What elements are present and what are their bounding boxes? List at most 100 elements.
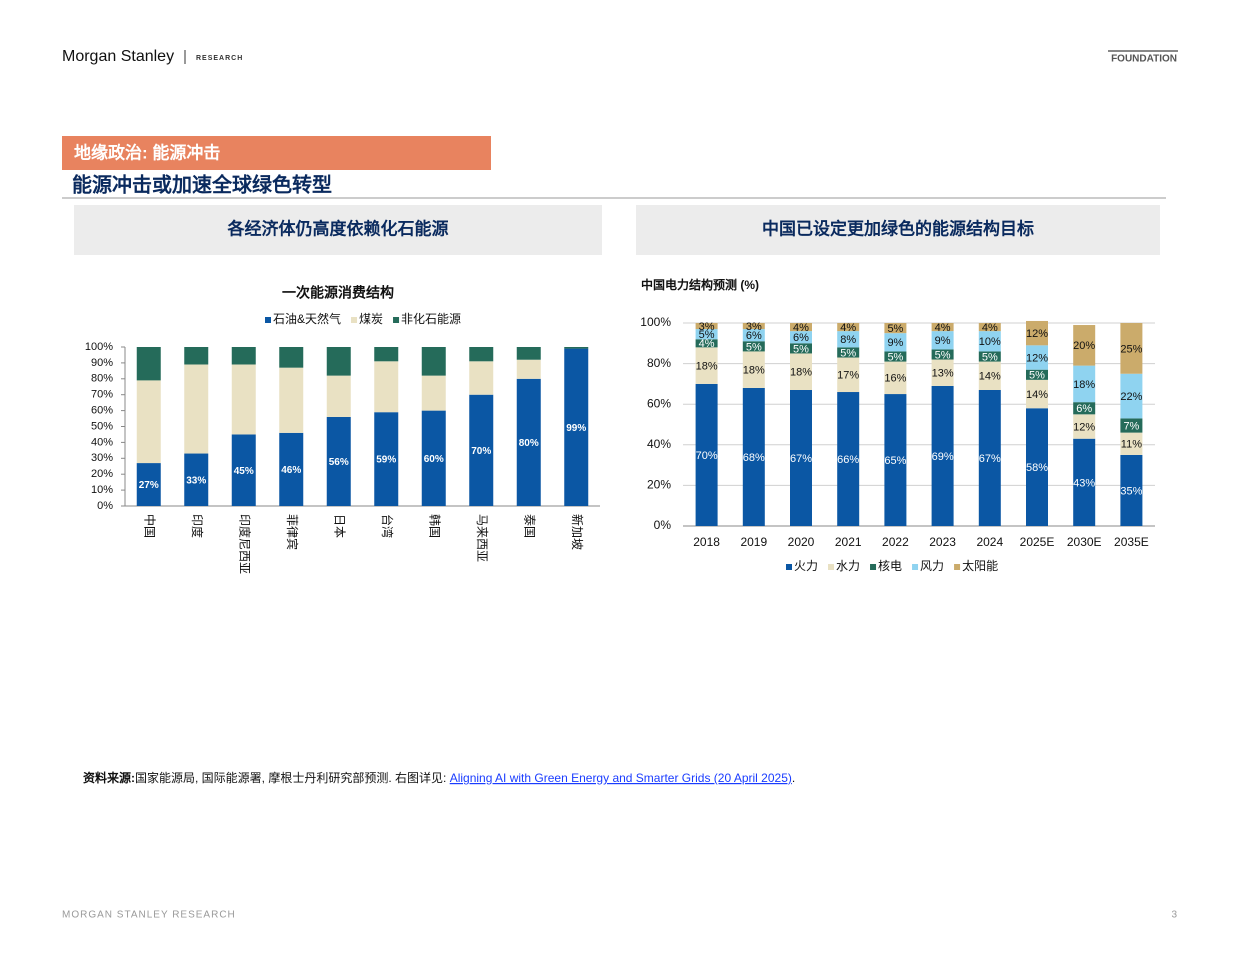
data-label: 4% <box>793 322 809 334</box>
bar-segment <box>978 351 1001 362</box>
bar-segment <box>790 389 812 526</box>
bar-segment <box>742 323 765 330</box>
y-tick-label: 40% <box>647 437 671 451</box>
source: 资料来源:国家能源局, 国际能源署, 摩根士丹利研究部预测. 右图详见: Ali… <box>83 770 795 785</box>
bar-segment <box>421 347 446 376</box>
data-label: 25% <box>1120 343 1142 355</box>
bar-segment <box>931 331 954 350</box>
bar-segment <box>279 367 304 433</box>
data-label: 5% <box>887 351 903 363</box>
data-label: 16% <box>884 373 906 385</box>
legend-label: 非化石能源 <box>401 312 461 326</box>
legend-marker <box>786 564 792 570</box>
bar-segment <box>884 323 907 334</box>
data-label: 70% <box>696 450 718 462</box>
bar-segment <box>978 361 1001 390</box>
data-label: 17% <box>837 370 859 382</box>
x-tick-label: 菲律宾 <box>285 514 300 550</box>
data-label: 56% <box>329 457 349 468</box>
bar-segment <box>790 323 812 332</box>
data-label: 3% <box>699 321 715 333</box>
data-label: 18% <box>1073 379 1095 391</box>
data-label: 43% <box>1073 477 1095 489</box>
data-label: 5% <box>1029 370 1045 382</box>
data-label: 8% <box>840 334 856 346</box>
bar-segment <box>516 347 541 360</box>
y-tick-label: 40% <box>91 436 113 448</box>
data-label: 60% <box>424 454 444 465</box>
panel-title: 中国已设定更加绿色的能源结构目标 <box>762 218 1034 238</box>
bar-segment <box>1120 323 1143 374</box>
x-tick-label: 马来西亚 <box>475 514 489 562</box>
division: RESEARCH <box>196 55 243 62</box>
data-label: 18% <box>743 365 765 377</box>
bar-segment <box>790 331 812 344</box>
section-title: 地缘政治: 能源冲击 <box>74 142 220 162</box>
bar-segment <box>742 341 765 352</box>
data-label: 11% <box>1121 439 1142 451</box>
x-tick-label: 印度尼西亚 <box>238 514 253 574</box>
bar-segment <box>837 392 860 526</box>
data-label: 18% <box>790 367 812 379</box>
bar-segment <box>742 351 765 388</box>
data-label: 99% <box>566 423 586 434</box>
y-tick-label: 90% <box>91 357 113 369</box>
x-tick-label: 2030E <box>1067 535 1102 549</box>
panel-header <box>74 205 602 255</box>
footer-text: MORGAN STANLEY RESEARCH <box>62 910 236 921</box>
bar-segment <box>564 347 589 349</box>
bar-segment <box>326 347 351 376</box>
bar-segment <box>421 410 446 506</box>
data-label: 12% <box>1026 328 1048 340</box>
data-label: 4% <box>840 322 856 334</box>
bar-segment <box>374 412 399 506</box>
data-label: 67% <box>979 453 1001 465</box>
data-label: 45% <box>234 466 254 477</box>
bar-segment <box>931 349 954 360</box>
bar-segment <box>516 378 541 506</box>
bar-segment <box>695 347 718 384</box>
data-label: 68% <box>743 452 765 464</box>
bar-segment <box>1026 379 1048 409</box>
legend-label: 石油&天然气 <box>273 311 341 326</box>
bar-segment <box>469 394 494 506</box>
bar-segment <box>564 348 589 506</box>
x-tick-label: 2025E <box>1020 535 1055 549</box>
bar-segment <box>516 359 541 379</box>
y-tick-label: 100% <box>640 315 671 329</box>
bar-segment <box>1073 325 1096 366</box>
bar-segment <box>231 347 256 365</box>
bar-segment <box>231 364 256 435</box>
data-label: 5% <box>840 347 856 359</box>
data-label: 4% <box>982 322 998 334</box>
source-link[interactable]: Aligning AI with Green Energy and Smarte… <box>450 771 792 785</box>
bar-segment <box>978 331 1001 352</box>
bar-segment <box>837 323 860 332</box>
x-tick-label: 中国 <box>143 514 158 538</box>
data-label: 5% <box>887 323 903 335</box>
bar-segment <box>884 394 907 526</box>
source-end: . <box>792 771 795 785</box>
data-label: 5% <box>746 341 762 353</box>
data-label: 4% <box>699 338 715 350</box>
bar-segment <box>884 361 907 395</box>
bar-segment <box>1026 320 1048 346</box>
x-tick-label: 日本 <box>333 514 347 538</box>
data-label: 69% <box>932 451 954 463</box>
bar-segment <box>695 329 718 340</box>
bar-segment <box>978 389 1001 526</box>
bar-segment <box>695 383 718 526</box>
legend-marker <box>954 564 961 570</box>
bar-segment <box>1120 373 1143 419</box>
bar-segment <box>184 453 209 506</box>
bar-segment <box>326 375 351 417</box>
tag: FOUNDATION <box>1111 54 1177 65</box>
data-label: 35% <box>1120 485 1142 497</box>
legend-marker <box>351 317 358 323</box>
data-label: 10% <box>979 336 1001 348</box>
y-tick-label: 80% <box>91 373 113 385</box>
y-tick-label: 20% <box>91 468 113 480</box>
legend-marker <box>265 317 271 323</box>
bar-segment <box>279 347 304 368</box>
